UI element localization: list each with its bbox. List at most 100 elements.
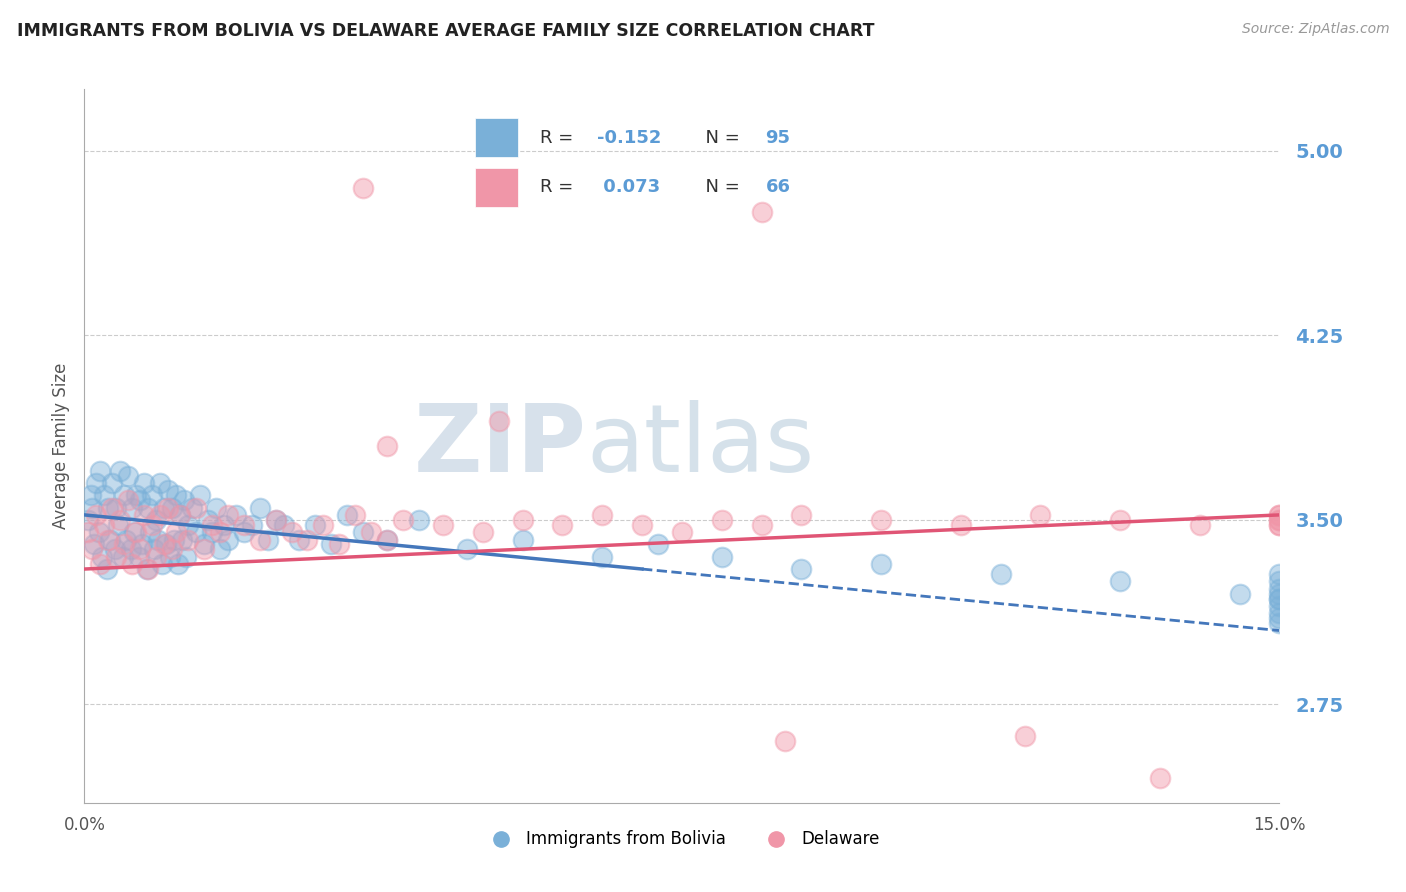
Point — [97, 500, 120, 515]
Point — [790, 508, 813, 522]
Text: ZIP: ZIP — [413, 400, 586, 492]
Legend: Immigrants from Bolivia, Delaware: Immigrants from Bolivia, Delaware — [478, 824, 886, 855]
Point — [1149, 838, 1171, 852]
Point — [1268, 607, 1291, 621]
Point — [96, 562, 118, 576]
Point — [512, 513, 534, 527]
Point — [121, 500, 143, 515]
Point — [136, 562, 159, 576]
Point — [165, 488, 187, 502]
Point — [949, 517, 972, 532]
Point — [167, 557, 190, 571]
Point — [193, 537, 215, 551]
Point — [149, 508, 172, 522]
Point — [143, 542, 166, 557]
Point — [159, 549, 181, 564]
Point — [240, 517, 263, 532]
Point — [201, 517, 224, 532]
Point — [208, 525, 231, 540]
Point — [1268, 599, 1291, 613]
Point — [751, 205, 773, 219]
Point — [249, 500, 271, 515]
Point — [93, 517, 115, 532]
Point — [375, 533, 398, 547]
Point — [288, 533, 311, 547]
Text: atlas: atlas — [586, 400, 814, 492]
Point — [82, 542, 104, 557]
Point — [112, 537, 135, 551]
Point — [1268, 517, 1291, 532]
Point — [181, 500, 204, 515]
Point — [273, 517, 295, 532]
Point — [671, 525, 693, 540]
Point — [77, 525, 100, 540]
Point — [1014, 730, 1036, 744]
Point — [551, 517, 574, 532]
Point — [145, 549, 167, 564]
Point — [591, 549, 613, 564]
Y-axis label: Average Family Size: Average Family Size — [52, 363, 70, 529]
Point — [86, 508, 108, 522]
Point — [512, 533, 534, 547]
Point — [1268, 508, 1291, 522]
Point — [184, 525, 207, 540]
Point — [160, 542, 183, 557]
Point — [145, 513, 167, 527]
Point — [138, 525, 160, 540]
Point — [97, 533, 120, 547]
Point — [205, 500, 228, 515]
Point — [149, 475, 172, 490]
Point — [110, 513, 132, 527]
Point — [631, 517, 654, 532]
Point — [297, 533, 319, 547]
Point — [751, 517, 773, 532]
Point — [152, 557, 174, 571]
Point — [141, 488, 163, 502]
Point — [87, 525, 110, 540]
Point — [90, 549, 112, 564]
Point — [264, 513, 287, 527]
Point — [122, 525, 145, 540]
Point — [93, 488, 115, 502]
Point — [392, 513, 415, 527]
Point — [1268, 587, 1291, 601]
Point — [1268, 616, 1291, 631]
Point — [360, 525, 382, 540]
Point — [188, 488, 211, 502]
Point — [101, 500, 124, 515]
Point — [184, 500, 207, 515]
Point — [280, 525, 302, 540]
Point — [488, 414, 510, 428]
Point — [1268, 513, 1291, 527]
Point — [1188, 517, 1211, 532]
Point — [125, 488, 148, 502]
Point — [710, 549, 733, 564]
Point — [208, 542, 231, 557]
Point — [1268, 513, 1291, 527]
Point — [132, 475, 156, 490]
Point — [1029, 508, 1052, 522]
Point — [647, 537, 669, 551]
Point — [1149, 771, 1171, 785]
Text: IMMIGRANTS FROM BOLIVIA VS DELAWARE AVERAGE FAMILY SIZE CORRELATION CHART: IMMIGRANTS FROM BOLIVIA VS DELAWARE AVER… — [17, 22, 875, 40]
Point — [217, 508, 239, 522]
Point — [1109, 513, 1132, 527]
Point — [162, 533, 184, 547]
Point — [114, 533, 136, 547]
Point — [125, 525, 148, 540]
Point — [110, 464, 132, 478]
Point — [710, 513, 733, 527]
Point — [146, 533, 169, 547]
Point — [328, 537, 350, 551]
Point — [1268, 517, 1291, 532]
Point — [121, 557, 143, 571]
Point — [129, 542, 152, 557]
Point — [170, 533, 193, 547]
Point — [471, 525, 494, 540]
Point — [86, 475, 108, 490]
Point — [408, 513, 430, 527]
Point — [312, 517, 335, 532]
Point — [591, 508, 613, 522]
Point — [217, 533, 239, 547]
Point — [456, 542, 478, 557]
